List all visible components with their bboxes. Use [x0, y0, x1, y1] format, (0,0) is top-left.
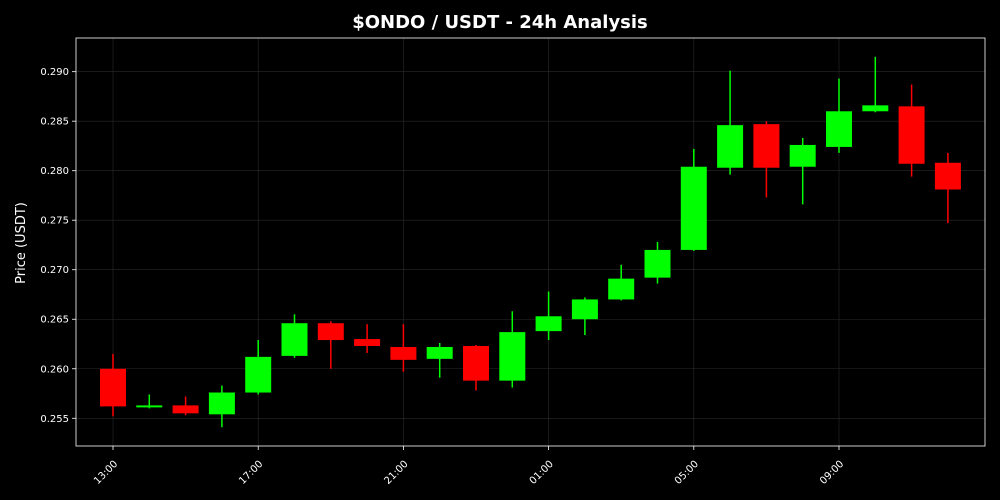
candle-1 [136, 394, 163, 409]
candle-body [426, 346, 453, 359]
candle-body [245, 356, 272, 393]
candle-body [535, 316, 562, 332]
candle-body [390, 346, 417, 360]
candle-2 [172, 396, 199, 416]
candle-body [499, 332, 526, 381]
candle-body [571, 299, 598, 320]
plot-frame [75, 37, 986, 447]
candle-body [172, 405, 199, 414]
candle-body [281, 323, 308, 356]
y-tick-label: 0.265 [40, 315, 69, 326]
candle-body [934, 162, 961, 190]
y-tick-label: 0.280 [40, 166, 69, 177]
candle-body [826, 111, 852, 147]
candle-15 [644, 242, 671, 284]
candle-3 [208, 385, 235, 428]
x-tick-label: 13:00 [92, 459, 120, 487]
candle-body [208, 392, 235, 415]
candle-17 [717, 70, 744, 175]
y-tick-label: 0.260 [40, 364, 69, 375]
chart-title: $ONDO / USDT - 24h Analysis [352, 12, 648, 33]
y-tick-label: 0.285 [40, 117, 69, 128]
candle-11 [499, 311, 526, 388]
y-tick-label: 0.275 [40, 216, 69, 227]
candle-19 [789, 138, 816, 205]
candle-6 [317, 321, 344, 369]
candle-10 [463, 344, 489, 391]
candle-7 [354, 324, 381, 353]
candle-21 [862, 56, 889, 113]
x-axis: 13:00 17:00 21:00 01:00 05:00 09:00 [92, 446, 846, 487]
candle-18 [753, 121, 780, 198]
y-tick-label: 0.270 [40, 265, 69, 276]
x-tick-label: 05:00 [673, 459, 701, 487]
candles [100, 56, 961, 428]
candle-body [717, 125, 744, 168]
candle-body [100, 368, 126, 407]
grid-lines [76, 38, 985, 446]
candle-body [317, 323, 344, 341]
candle-body [608, 278, 635, 300]
candle-4 [245, 340, 272, 395]
candle-body [862, 105, 889, 112]
candle-5 [281, 314, 308, 358]
candle-body [463, 345, 489, 381]
x-tick-label: 01:00 [528, 459, 556, 487]
candle-body [680, 166, 707, 250]
candle-0 [100, 353, 126, 417]
y-tick-label: 0.290 [40, 67, 69, 78]
x-tick-label: 09:00 [818, 459, 846, 487]
candle-9 [426, 343, 453, 378]
candle-20 [826, 78, 852, 153]
y-tick-label: 0.255 [40, 414, 69, 425]
y-axis: 0.255 0.260 0.265 0.270 0.275 0.280 0.285 0.290 [40, 67, 76, 425]
candle-body [644, 249, 671, 278]
candle-23 [934, 152, 961, 224]
candle-14 [608, 264, 635, 301]
candle-body [354, 339, 381, 346]
candle-22 [898, 84, 925, 177]
candle-13 [571, 297, 598, 336]
candle-body [136, 405, 163, 408]
candle-body [898, 106, 925, 164]
candle-body [789, 144, 816, 167]
candle-12 [535, 291, 562, 341]
y-axis-label: Price (USDT) [14, 202, 29, 284]
x-tick-label: 17:00 [237, 459, 265, 487]
candle-body [753, 124, 780, 168]
candle-16 [680, 148, 707, 251]
candle-8 [390, 324, 417, 372]
x-tick-label: 21:00 [382, 459, 410, 487]
